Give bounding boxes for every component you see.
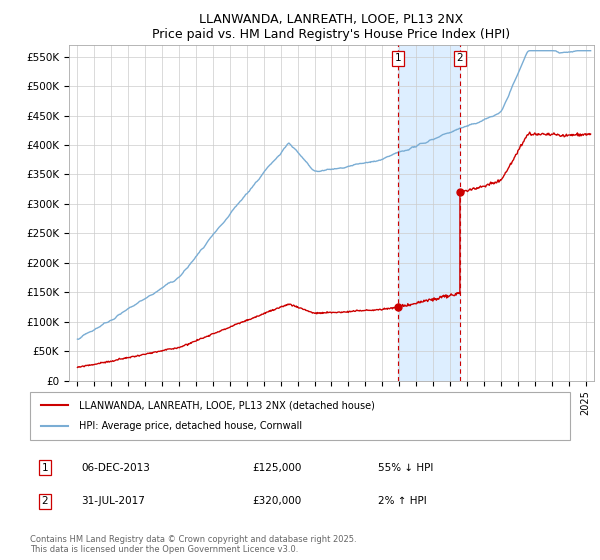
- Text: 1: 1: [395, 53, 401, 63]
- Text: LLANWANDA, LANREATH, LOOE, PL13 2NX (detached house): LLANWANDA, LANREATH, LOOE, PL13 2NX (det…: [79, 400, 374, 410]
- Text: £125,000: £125,000: [252, 463, 301, 473]
- Title: LLANWANDA, LANREATH, LOOE, PL13 2NX
Price paid vs. HM Land Registry's House Pric: LLANWANDA, LANREATH, LOOE, PL13 2NX Pric…: [152, 13, 511, 41]
- Text: 2% ↑ HPI: 2% ↑ HPI: [378, 496, 427, 506]
- Text: £320,000: £320,000: [252, 496, 301, 506]
- Text: 55% ↓ HPI: 55% ↓ HPI: [378, 463, 433, 473]
- Text: HPI: Average price, detached house, Cornwall: HPI: Average price, detached house, Corn…: [79, 421, 302, 431]
- Bar: [398, 45, 460, 381]
- Text: 2: 2: [457, 53, 463, 63]
- Text: 31-JUL-2017: 31-JUL-2017: [81, 496, 145, 506]
- Text: 06-DEC-2013: 06-DEC-2013: [81, 463, 150, 473]
- Text: 1: 1: [41, 463, 49, 473]
- Text: Contains HM Land Registry data © Crown copyright and database right 2025.
This d: Contains HM Land Registry data © Crown c…: [30, 535, 356, 554]
- Text: 2: 2: [41, 496, 49, 506]
- FancyBboxPatch shape: [30, 392, 570, 440]
